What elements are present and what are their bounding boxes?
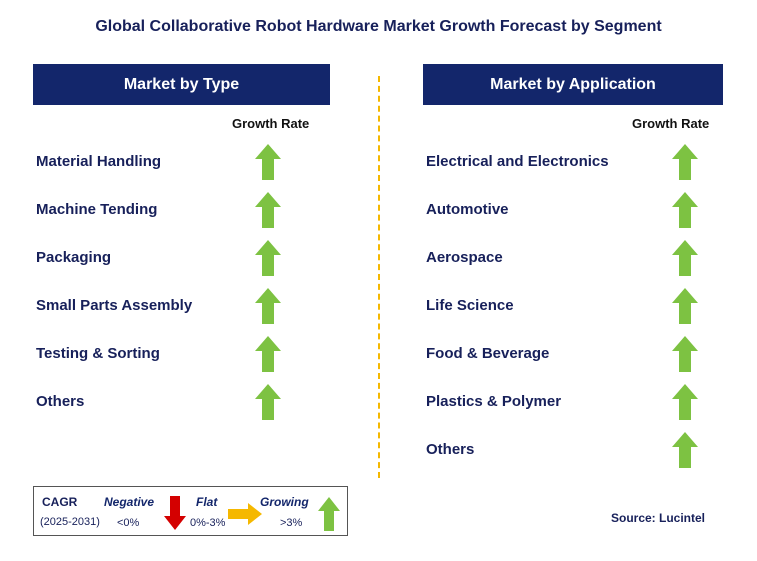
application-header: Market by Application xyxy=(423,64,723,105)
application-growth-rate-header: Growth Rate xyxy=(632,116,710,131)
type-segment-label: Machine Tending xyxy=(36,201,158,218)
legend-period: (2025-2031) xyxy=(40,516,100,528)
application-segment-label: Automotive xyxy=(426,201,509,218)
legend-negative-label: Negative xyxy=(104,495,155,509)
application-segment-label: Electrical and Electronics xyxy=(426,153,609,170)
application-growth-up-arrow-icon xyxy=(672,384,698,420)
application-growth-up-arrow-icon xyxy=(672,192,698,228)
application-growth-up-arrow-icon xyxy=(672,432,698,468)
source-note: Source: Lucintel xyxy=(611,511,706,525)
application-growth-up-arrow-icon xyxy=(672,336,698,372)
legend-growing-label: Growing xyxy=(260,495,309,509)
legend-cagr-label: CAGR xyxy=(42,495,78,509)
type-growth-up-arrow-icon xyxy=(255,192,281,228)
application-segment-label: Food & Beverage xyxy=(426,345,550,362)
type-segment-label: Small Parts Assembly xyxy=(36,297,193,314)
type-growth-up-arrow-icon xyxy=(255,288,281,324)
legend-flat-range: 0%-3% xyxy=(190,517,226,529)
type-growth-up-arrow-icon xyxy=(255,240,281,276)
type-growth-up-arrow-icon xyxy=(255,384,281,420)
type-header: Market by Type xyxy=(33,64,330,105)
application-growth-up-arrow-icon xyxy=(672,288,698,324)
type-growth-rate-header: Growth Rate xyxy=(232,116,310,131)
application-segment-label: Life Science xyxy=(426,297,514,314)
cagr-legend: CAGR (2025-2031) Negative <0% Flat 0%-3%… xyxy=(33,486,348,536)
application-growth-up-arrow-icon xyxy=(672,144,698,180)
type-growth-up-arrow-icon xyxy=(255,144,281,180)
type-growth-up-arrow-icon xyxy=(255,336,281,372)
application-segment-label: Others xyxy=(426,441,475,458)
up-arrow-icon xyxy=(318,497,340,531)
chart-title: Global Collaborative Robot Hardware Mark… xyxy=(95,18,662,35)
legend-negative-range: <0% xyxy=(117,517,140,529)
type-segment-label: Testing & Sorting xyxy=(36,345,160,362)
type-segment-label: Packaging xyxy=(36,249,112,266)
type-segment-label: Others xyxy=(36,393,85,410)
section-divider xyxy=(378,76,380,478)
application-segment-label: Plastics & Polymer xyxy=(426,393,562,410)
type-segment-label: Material Handling xyxy=(36,153,162,170)
legend-growing-range: >3% xyxy=(280,517,303,529)
right-arrow-icon xyxy=(228,503,262,525)
legend-flat-label: Flat xyxy=(196,495,218,509)
application-growth-up-arrow-icon xyxy=(672,240,698,276)
down-arrow-icon xyxy=(164,496,186,530)
application-segment-label: Aerospace xyxy=(426,249,503,266)
